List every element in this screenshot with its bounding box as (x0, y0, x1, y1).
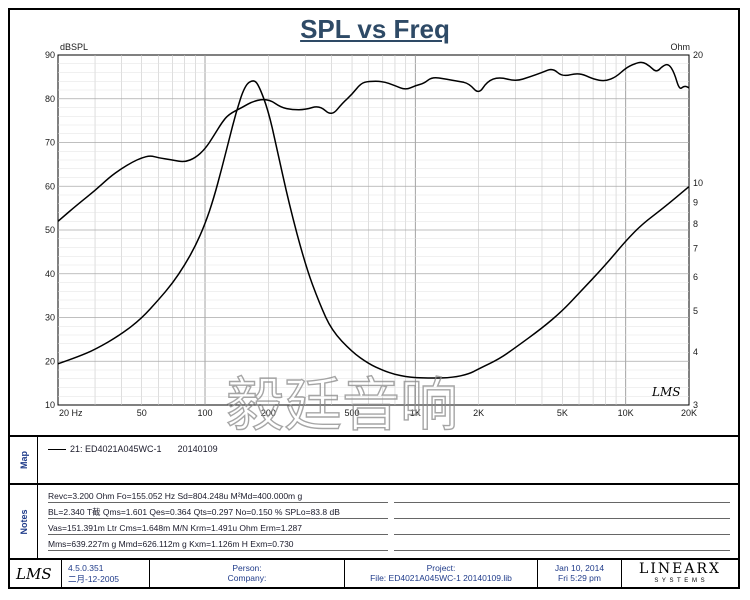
impedance-curve (57, 80, 690, 379)
y-right-tick-label: 9 (693, 197, 698, 207)
map-entry-date: 20140109 (177, 444, 218, 454)
watermark: 毅廷音响 (226, 371, 458, 439)
file-label: File: ED4021A045WC-1 20140109.lib (370, 573, 512, 583)
note-line-2: BL=2.340 T截 Qms=1.601 Qes=0.364 Qts=0.29… (48, 506, 388, 519)
y-right-tick-label: 3 (693, 400, 698, 410)
y-right-tick-label: 10 (693, 178, 703, 188)
chart-title: SPL vs Freq (300, 14, 450, 44)
version-date: 二月-12-2005 (68, 574, 120, 584)
map-label: Map (18, 451, 29, 469)
y-right-tick-label: 7 (693, 244, 698, 254)
y-left-axis-ticks: 10 20 30 40 50 60 70 80 90 (45, 50, 55, 410)
plot-lms-logo: LMS (651, 385, 680, 399)
y-right-tick-label: 4 (693, 347, 698, 357)
x-tick-label: 10K (618, 408, 634, 418)
footer-date: Jan 10, 2014 (554, 563, 605, 573)
note-line-3: Vas=151.391m Ltr Cms=1.648m M/N Krm=1.49… (48, 522, 388, 535)
notes-label: Notes (18, 508, 29, 535)
divider-map-top (10, 435, 738, 437)
y-left-tick-label: 90 (45, 50, 55, 60)
footer-date-cell: Jan 10, 2014 Fri 5:29 pm (538, 560, 622, 588)
x-tick-label: 200 (261, 408, 276, 418)
y-right-tick-label: 20 (693, 50, 703, 60)
y-left-tick-label: 60 (45, 181, 55, 191)
y-left-tick-label: 30 (45, 313, 55, 323)
x-tick-label: 50 (137, 408, 147, 418)
brand-logo: LINEARX (639, 561, 721, 577)
spl-curve (57, 61, 690, 222)
map-side-tab: Map (10, 437, 38, 483)
divider-footer-top (10, 558, 738, 560)
footer-person-cell: Person: Company: (150, 560, 345, 588)
note-line-1: Revc=3.200 Ohm Fo=155.052 Hz Sd=804.248u… (48, 490, 388, 503)
y-left-tick-label: 20 (45, 356, 55, 366)
grid (58, 55, 689, 405)
project-label: Project: (426, 563, 456, 573)
x-tick-label: 20K (681, 408, 697, 418)
x-tick-label: 500 (345, 408, 360, 418)
x-tick-label: 20 Hz (59, 408, 83, 418)
company-label: Company: (227, 573, 267, 583)
y-left-tick-label: 40 (45, 269, 55, 279)
y-left-tick-label: 70 (45, 138, 55, 148)
x-tick-label: 2K (473, 408, 484, 418)
y-right-axis-ticks: 3 4 5 6 7 8 9 10 20 (693, 50, 703, 410)
series-group (57, 61, 690, 379)
map-entry-name: 21: ED4021A045WC-1 (70, 444, 162, 454)
x-tick-label: 5K (557, 408, 568, 418)
y-left-tick-label: 50 (45, 225, 55, 235)
x-tick-label: 100 (198, 408, 213, 418)
note-blank-1 (394, 490, 730, 503)
brand-sub: S Y S T E M S (654, 578, 706, 584)
y-right-tick-label: 5 (693, 306, 698, 316)
y-right-axis-label: Ohm (670, 42, 690, 52)
notes-side-tab: Notes (10, 485, 38, 558)
footer-version-cell: 4.5.0.351 二月-12-2005 (62, 560, 150, 588)
y-right-tick-label: 8 (693, 219, 698, 229)
note-blank-2 (394, 506, 730, 519)
spl-chart: 20 Hz 50 100 200 500 1K 2K 5K 10K 20K 10 20 30 40 50 6… (45, 42, 703, 440)
map-entry[interactable]: 21: ED4021A045WC-1 20140109 (48, 444, 218, 454)
footer-lms-cell: LMS (10, 560, 62, 588)
note-line-4: Mms=639.227m g Mmd=626.112m g Kxm=1.126m… (48, 538, 388, 551)
x-axis-ticks: 20 Hz 50 100 200 500 1K 2K 5K 10K 20K (59, 408, 697, 418)
series-swatch (48, 448, 66, 450)
footer-project-cell: Project: File: ED4021A045WC-1 20140109.l… (345, 560, 538, 588)
x-tick-label: 1K (410, 408, 421, 418)
divider-notes-top (10, 483, 738, 485)
y-right-tick-label: 6 (693, 272, 698, 282)
footer-brand-cell: LINEARX S Y S T E M S (622, 560, 738, 588)
person-label: Person: (232, 563, 262, 573)
note-blank-3 (394, 522, 730, 535)
y-left-tick-label: 80 (45, 94, 55, 104)
footer-lms-logo: LMS (16, 565, 52, 583)
note-blank-4 (394, 538, 730, 551)
y-left-tick-label: 10 (45, 400, 55, 410)
version: 4.5.0.351 (68, 563, 104, 573)
y-left-axis-label: dBSPL (60, 42, 88, 52)
footer-time: Fri 5:29 pm (558, 573, 601, 583)
